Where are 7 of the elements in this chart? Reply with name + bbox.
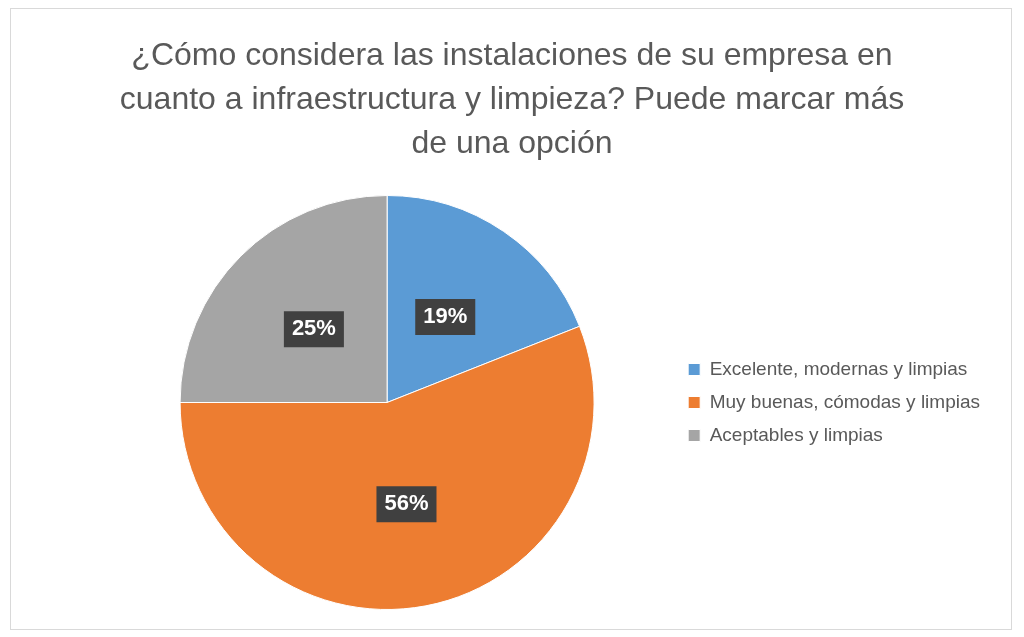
data-label: 56% <box>384 490 429 516</box>
chart-title: ¿Cómo considera las instalaciones de su empresa en cuanto a infraestructura y limpieza? Puede marcar más de una opción <box>118 35 906 162</box>
data-label: 25% <box>291 315 336 341</box>
legend-label: Muy buenas, cómodas y limpias <box>709 390 980 412</box>
legend-label: Excelente, modernas y limpias <box>709 357 968 379</box>
data-label: 19% <box>423 302 468 328</box>
legend-label: Aceptables y limpias <box>709 423 883 445</box>
